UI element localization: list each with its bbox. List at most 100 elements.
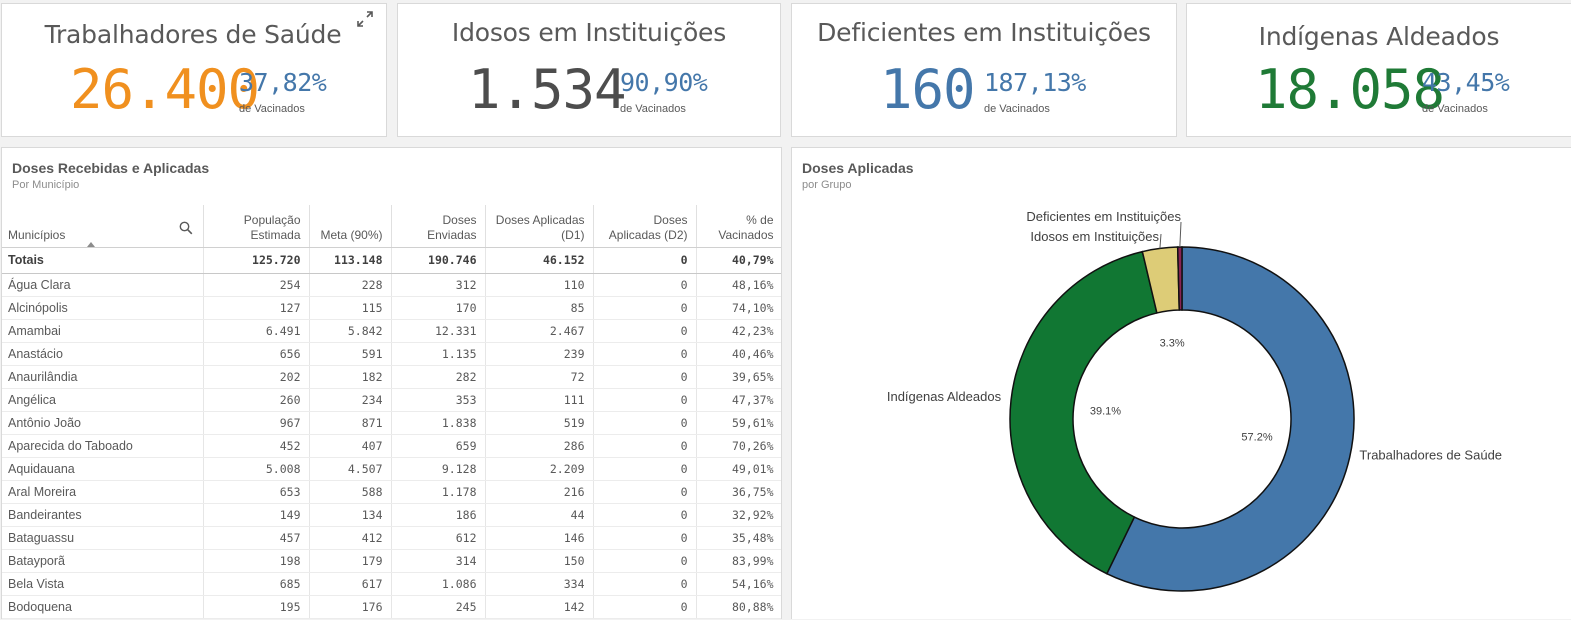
kpi-title: Trabalhadores de Saúde (44, 20, 342, 49)
cell-value: 113.148 (309, 247, 392, 274)
cell-value: 40,46% (696, 342, 781, 366)
cell-municipio[interactable]: Bela Vista (2, 572, 204, 596)
cell-municipio[interactable]: Água Clara (2, 273, 204, 297)
cell-value: 659 (391, 434, 486, 458)
cell-municipio[interactable]: Aquidauana (2, 457, 204, 481)
table-row[interactable]: Angélica 260 234 353 111 0 47,37% (2, 388, 781, 412)
cell-value: 967 (203, 411, 310, 435)
cell-value: 198 (203, 549, 310, 573)
cell-value: 39,65% (696, 365, 781, 389)
table-row[interactable]: Água Clara 254 228 312 110 0 48,16% (2, 273, 781, 297)
kpi-card-trabalhadores[interactable]: Trabalhadores de Saúde 26.400 37,82% de … (1, 3, 387, 137)
category-label: Indígenas Aldeados (887, 389, 1002, 404)
cell-value: 5.842 (309, 319, 392, 343)
table-row[interactable]: Aquidauana 5.008 4.507 9.128 2.209 0 49,01% (2, 457, 781, 481)
cell-value: 0 (593, 342, 697, 366)
cell-municipio[interactable]: Aral Moreira (2, 480, 204, 504)
column-header[interactable]: % de Vacinados (696, 205, 781, 248)
table-row[interactable]: Aparecida do Taboado 452 407 659 286 0 70,26% (2, 434, 781, 458)
kpi-card-indigenas[interactable]: Indígenas Aldeados 18.058 43,45% de Vaci… (1186, 3, 1571, 137)
donut-slice[interactable] (1105, 246, 1355, 592)
cell-value: 83,99% (696, 549, 781, 573)
table-row[interactable]: Antônio João 967 871 1.838 519 0 59,61% (2, 411, 781, 435)
column-header[interactable]: Doses Aplicadas (D2) (593, 205, 697, 248)
table-row[interactable]: Bataguassu 457 412 612 146 0 35,48% (2, 526, 781, 550)
cell-value: 612 (391, 526, 486, 550)
table-row[interactable]: Bodoquena 195 176 245 142 0 80,88% (2, 595, 781, 619)
cell-municipio[interactable]: Anaurilândia (2, 365, 204, 389)
cell-value: 12.331 (391, 319, 486, 343)
cell-value: 1.135 (391, 342, 486, 366)
cell-municipio[interactable]: Bodoquena (2, 595, 204, 619)
column-header[interactable]: Meta (90%) (309, 205, 392, 248)
cell-value: 72 (485, 365, 594, 389)
cell-value: 591 (309, 342, 392, 366)
cell-value: 0 (593, 273, 697, 297)
panel-subtitle: Por Município (12, 179, 80, 191)
cell-value: 282 (391, 365, 486, 389)
cell-municipio[interactable]: Totais (2, 247, 204, 274)
cell-value: 260 (203, 388, 310, 412)
table-row[interactable]: Bela Vista 685 617 1.086 334 0 54,16% (2, 572, 781, 596)
kpi-sublabel: de Vacinados (1422, 103, 1488, 115)
table-row[interactable]: Anastácio 656 591 1.135 239 0 40,46% (2, 342, 781, 366)
cell-value: 1.086 (391, 572, 486, 596)
column-header[interactable]: Doses Aplicadas (D1) (485, 205, 594, 248)
data-label: 39.1% (1090, 406, 1121, 418)
kpi-title: Idosos em Instituições (451, 18, 727, 47)
table-row[interactable]: Alcinópolis 127 115 170 85 0 74,10% (2, 296, 781, 320)
cell-value: 0 (593, 365, 697, 389)
cell-value: 0 (593, 526, 697, 550)
kpi-percent: 90,90% (620, 68, 708, 97)
kpi-title: Indígenas Aldeados (1258, 22, 1500, 51)
cell-value: 42,23% (696, 319, 781, 343)
kpi-value: 26.400 (70, 58, 260, 121)
column-header[interactable]: População Estimada (203, 205, 310, 248)
search-icon[interactable] (179, 221, 193, 235)
cell-municipio[interactable]: Alcinópolis (2, 296, 204, 320)
cell-municipio[interactable]: Amambai (2, 319, 204, 343)
cell-value: 0 (593, 319, 697, 343)
cell-value: 46.152 (485, 247, 594, 274)
cell-municipio[interactable]: Aparecida do Taboado (2, 434, 204, 458)
cell-value: 519 (485, 411, 594, 435)
cell-value: 111 (485, 388, 594, 412)
cell-municipio[interactable]: Anastácio (2, 342, 204, 366)
cell-value: 0 (593, 480, 697, 504)
kpi-card-deficientes[interactable]: Deficientes em Instituições 160 187,13% … (791, 3, 1177, 137)
leader-line (1159, 233, 1162, 249)
column-header[interactable]: Doses Enviadas (391, 205, 486, 248)
data-label: 57.2% (1241, 431, 1272, 443)
cell-value: 2.209 (485, 457, 594, 481)
table-row[interactable]: Bandeirantes 149 134 186 44 0 32,92% (2, 503, 781, 527)
cell-municipio[interactable]: Angélica (2, 388, 204, 412)
cell-value: 0 (593, 503, 697, 527)
cell-municipio[interactable]: Antônio João (2, 411, 204, 435)
cell-value: 179 (309, 549, 392, 573)
table-row[interactable]: Batayporã 198 179 314 150 0 83,99% (2, 549, 781, 573)
donut-slice[interactable] (1176, 246, 1183, 311)
cell-value: 0 (593, 457, 697, 481)
expand-icon[interactable] (356, 10, 374, 28)
cell-municipio[interactable]: Bataguassu (2, 526, 204, 550)
kpi-card-idosos[interactable]: Idosos em Instituições 1.534 90,90% de V… (397, 3, 781, 137)
donut-slice[interactable] (1009, 250, 1158, 575)
table-row[interactable]: Amambai 6.491 5.842 12.331 2.467 0 42,23% (2, 319, 781, 343)
cell-value: 407 (309, 434, 392, 458)
category-label: Deficientes em Instituições (1026, 209, 1181, 224)
leader-line (1179, 221, 1182, 248)
table-row[interactable]: Aral Moreira 653 588 1.178 216 0 36,75% (2, 480, 781, 504)
table-row[interactable]: Anaurilândia 202 182 282 72 0 39,65% (2, 365, 781, 389)
cell-value: 54,16% (696, 572, 781, 596)
cell-value: 49,01% (696, 457, 781, 481)
cell-value: 0 (593, 296, 697, 320)
sort-ascending-icon[interactable] (87, 241, 95, 247)
kpi-sublabel: de Vacinados (239, 103, 305, 115)
cell-value: 142 (485, 595, 594, 619)
cell-municipio[interactable]: Bandeirantes (2, 503, 204, 527)
cell-value: 110 (485, 273, 594, 297)
totals-row[interactable]: Totais 125.720 113.148 190.746 46.152 0 40,79% (2, 247, 781, 274)
column-header-municipios[interactable]: Municípios (2, 205, 204, 248)
cell-value: 871 (309, 411, 392, 435)
cell-municipio[interactable]: Batayporã (2, 549, 204, 573)
